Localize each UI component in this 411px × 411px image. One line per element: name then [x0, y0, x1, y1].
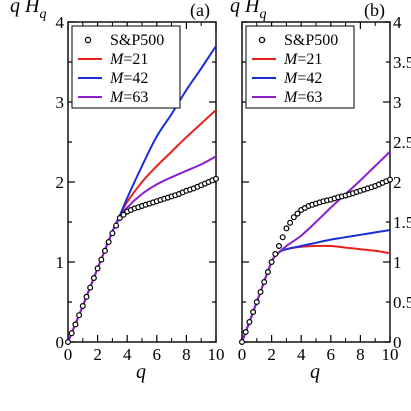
series-line-m-63	[67, 155, 217, 343]
y-tick-label: 3	[56, 93, 65, 112]
series-point-s-p500	[246, 319, 253, 326]
series-point-s-p500	[276, 243, 283, 250]
x-tick-label: 8	[182, 345, 191, 364]
series-point-s-p500	[64, 339, 71, 346]
legend-label-s-p500: S&P500	[284, 32, 338, 49]
x-tick-label: 10	[382, 345, 399, 364]
legend-marker-s-p500	[258, 36, 266, 44]
series-point-s-p500	[98, 256, 105, 263]
y-tick-label-right: 2.5	[393, 133, 411, 152]
x-tick-label: 8	[356, 345, 365, 364]
x-tick-label: 4	[297, 345, 306, 364]
panel-a-legend: S&P500 M=21 M=42 M=63	[71, 25, 181, 109]
series-point-s-p500	[283, 225, 290, 232]
series-point-s-p500	[239, 339, 246, 346]
y-tick-label-right: 3	[393, 93, 402, 112]
series-point-s-p500	[79, 303, 86, 310]
series-point-s-p500	[272, 251, 279, 258]
series-point-s-p500	[242, 329, 249, 336]
series-point-s-p500	[253, 299, 260, 306]
y-tick-label: 0	[56, 333, 65, 352]
series-point-s-p500	[87, 284, 94, 291]
legend-label-m-21: M=21	[109, 51, 148, 68]
series-point-s-p500	[287, 219, 294, 226]
x-tick-label: 4	[123, 345, 132, 364]
panel-b-series	[239, 150, 394, 346]
series-point-s-p500	[94, 265, 101, 272]
series-point-s-p500	[294, 210, 301, 217]
y-tick-label-right: 1.5	[393, 213, 411, 232]
legend-label-m-42: M=42	[109, 70, 148, 87]
series-line-m-21	[241, 244, 391, 343]
panel-a-label: (a)	[190, 0, 210, 21]
x-tick-label: 0	[64, 345, 73, 364]
legend-label-m-63: M=63	[283, 89, 322, 106]
y-tick-label: 2	[56, 173, 65, 192]
panel-b-ylabel: q Hq	[230, 0, 266, 22]
x-tick-label: 6	[153, 345, 162, 364]
series-point-s-p500	[83, 293, 90, 300]
y-tick-label-right: 1	[393, 253, 402, 272]
panel-a-series	[64, 45, 220, 346]
y-tick-label: 1	[56, 253, 65, 272]
x-tick-label: 2	[93, 345, 102, 364]
panel-a-ticks: 0 2 4 6 8 10 0 1 2 3 4	[56, 13, 225, 364]
series-point-s-p500	[264, 269, 271, 276]
series-point-s-p500	[109, 230, 116, 237]
x-tick-label: 0	[238, 345, 247, 364]
panel-a-xlabel: q	[136, 361, 146, 383]
y-tick-label-right: 0	[393, 333, 402, 352]
y-tick-label: 4	[56, 13, 65, 32]
series-point-s-p500	[101, 247, 108, 254]
legend-label-m-42: M=42	[283, 70, 322, 87]
series-point-s-p500	[261, 279, 268, 286]
series-point-s-p500	[72, 321, 79, 328]
legend-label-s-p500: S&P500	[110, 32, 164, 49]
y-tick-label-right: 3.5	[393, 53, 411, 72]
series-point-s-p500	[387, 176, 394, 183]
series-point-s-p500	[257, 289, 264, 296]
series-point-s-p500	[120, 211, 127, 218]
x-tick-label: 6	[327, 345, 336, 364]
series-point-s-p500	[90, 275, 97, 282]
series-point-s-p500	[250, 309, 257, 316]
series-point-s-p500	[213, 175, 220, 182]
legend-label-m-21: M=21	[283, 51, 322, 68]
legend-label-m-63: M=63	[109, 89, 148, 106]
panel-a-ylabel: q Hq	[10, 0, 46, 22]
series-point-s-p500	[105, 239, 112, 246]
series-point-s-p500	[290, 214, 297, 221]
panel-a: 0 2 4 6 8 10 0 1 2 3 4 S&P500 M=21 M=42 M=63 (a) q Hq…	[10, 0, 225, 383]
legend-marker-s-p500	[84, 36, 92, 44]
series-point-s-p500	[68, 330, 75, 337]
series-point-s-p500	[113, 222, 120, 229]
series-point-s-p500	[76, 312, 83, 319]
series-point-s-p500	[116, 215, 123, 222]
y-tick-label-right: 4	[393, 13, 402, 32]
panel-b-legend: S&P500 M=21 M=42 M=63	[245, 25, 355, 109]
panel-b-label: (b)	[364, 0, 385, 21]
series-point-s-p500	[268, 259, 275, 266]
x-tick-label: 10	[208, 345, 225, 364]
x-tick-label: 2	[267, 345, 276, 364]
series-line-m-21	[67, 109, 217, 343]
y-tick-label-right: 0.5	[393, 293, 411, 312]
panel-b-xlabel: q	[310, 361, 320, 383]
y-tick-label-right: 2	[393, 173, 402, 192]
series-point-s-p500	[279, 234, 286, 241]
